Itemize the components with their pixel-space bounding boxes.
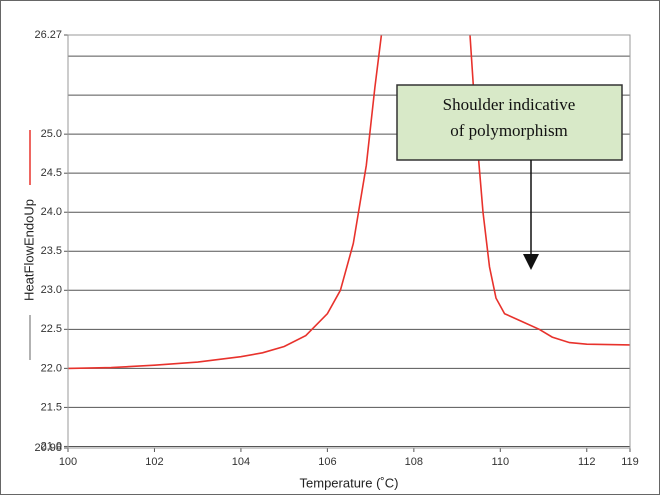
y-tick-label: 24.0 — [41, 206, 62, 218]
annotation-box — [396, 84, 623, 161]
y-tick-label: 22.5 — [41, 323, 62, 335]
y-tick-label: 24.5 — [41, 167, 62, 179]
x-tick-label: 102 — [145, 456, 163, 468]
y-tick-label: 25.0 — [41, 128, 62, 140]
x-tick-label: 110 — [492, 456, 510, 468]
arrow-head — [523, 254, 539, 270]
x-tick-label: 104 — [232, 456, 250, 468]
y-tick-label: 22.0 — [41, 362, 62, 374]
y-tick-label: 21.5 — [41, 401, 62, 413]
y-tick-label: 20.98 — [34, 442, 62, 454]
y-tick-label: 23.5 — [41, 245, 62, 257]
x-tick-label: 119 — [621, 456, 639, 468]
x-tick-label: 106 — [318, 456, 336, 468]
x-tick-label: 108 — [405, 456, 423, 468]
y-tick-label: 23.0 — [41, 284, 62, 296]
annotation-text: of polymorphism — [450, 121, 568, 140]
x-axis-label: Temperature (˚C) — [300, 475, 399, 490]
x-tick-label: 112 — [578, 456, 596, 468]
y-axis-label: HeatFlowEndoUp — [21, 199, 36, 301]
data-line — [67, 34, 631, 370]
annotation-text: Shoulder indicative — [443, 95, 576, 114]
y-tick-label: 26.27 — [34, 29, 62, 41]
y-tick-label: 21.0 — [41, 440, 62, 452]
x-tick-label: 100 — [59, 456, 77, 468]
plot-frame — [67, 34, 631, 449]
